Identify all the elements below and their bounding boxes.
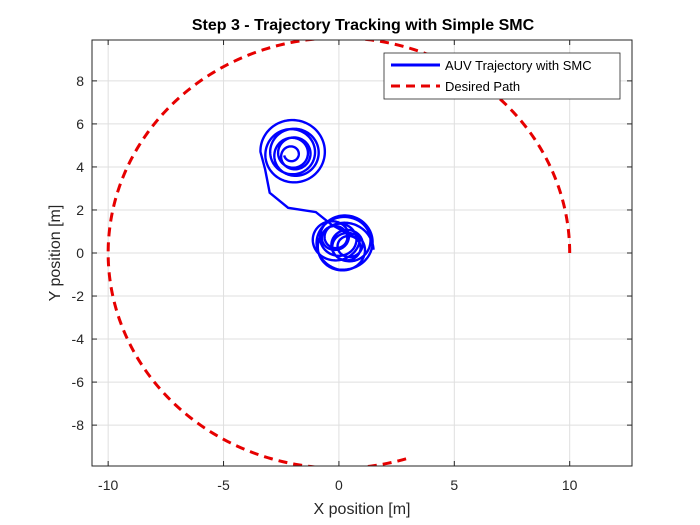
y-tick-label: -6 bbox=[72, 374, 85, 390]
x-tick-label: 10 bbox=[562, 477, 578, 493]
y-tick-label: -8 bbox=[72, 417, 85, 433]
y-tick-label: -2 bbox=[72, 288, 85, 304]
grid-lines bbox=[92, 40, 632, 466]
y-tick-label: 4 bbox=[76, 159, 84, 175]
legend: AUV Trajectory with SMC Desired Path bbox=[383, 52, 621, 100]
y-tick-label: 2 bbox=[76, 202, 84, 218]
chart-title: Step 3 - Trajectory Tracking with Simple… bbox=[192, 17, 535, 34]
auv-trajectory-line bbox=[259, 118, 375, 272]
plot-area: -10 -5 0 5 10 -8 -6 -4 -2 0 2 4 6 8 bbox=[72, 39, 633, 493]
legend-label-desired: Desired Path bbox=[445, 79, 520, 94]
x-tick-label: -10 bbox=[98, 477, 118, 493]
x-tick-label: -5 bbox=[217, 477, 230, 493]
y-tick-label: -4 bbox=[72, 331, 85, 347]
x-tick-label: 5 bbox=[450, 477, 458, 493]
legend-box bbox=[383, 52, 621, 100]
y-tick-label: 6 bbox=[76, 116, 84, 132]
y-tick-label: 0 bbox=[76, 245, 84, 261]
y-axis-label: Y position [m] bbox=[47, 205, 64, 302]
axis-ticks: -10 -5 0 5 10 -8 -6 -4 -2 0 2 4 6 8 bbox=[72, 40, 632, 493]
x-axis-label: X position [m] bbox=[314, 501, 411, 518]
x-tick-label: 0 bbox=[335, 477, 343, 493]
legend-label-auv: AUV Trajectory with SMC bbox=[445, 58, 592, 73]
y-tick-label: 8 bbox=[76, 73, 84, 89]
